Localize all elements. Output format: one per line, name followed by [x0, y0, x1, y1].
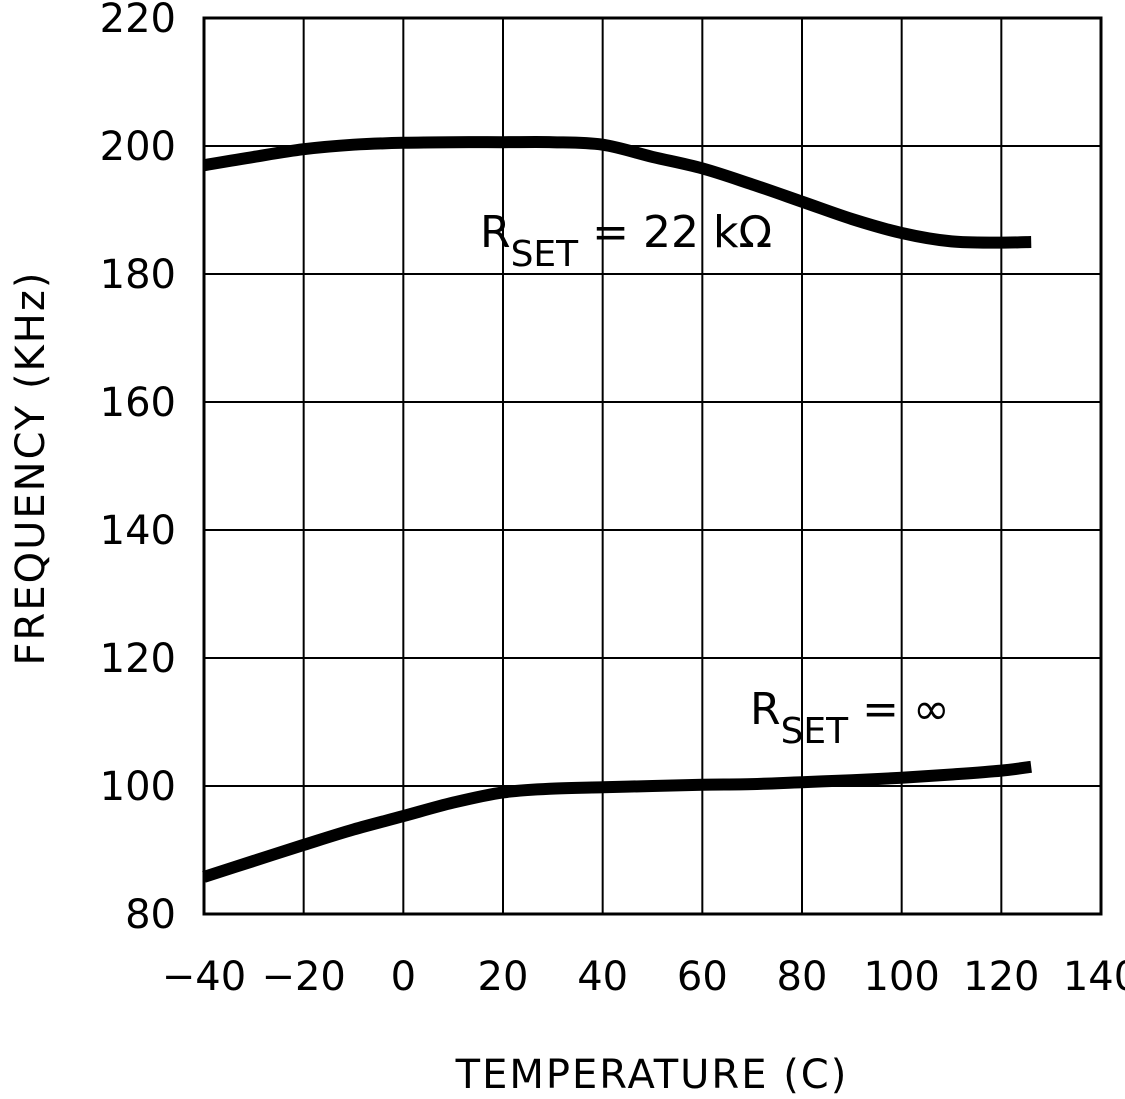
x-axis-title: TEMPERATURE (C) — [455, 1052, 849, 1098]
x-tick-label: 40 — [577, 954, 628, 1000]
series-label-rset-22k-main: R — [480, 207, 511, 258]
x-tick-label: 20 — [478, 954, 529, 1000]
x-tick-label: 120 — [963, 954, 1039, 1000]
x-tick-label: 0 — [391, 954, 416, 1000]
y-tick-label: 200 — [100, 124, 176, 170]
tick-labels: −40 −20 0 20 40 60 80 100 120 140 80 100 120 140 160 18… — [100, 0, 1125, 1000]
y-tick-label: 180 — [100, 252, 176, 298]
y-tick-label: 160 — [100, 380, 176, 426]
y-tick-label: 80 — [125, 892, 176, 938]
x-tick-label: 60 — [677, 954, 728, 1000]
y-axis-title: FREQUENCY (KHz) — [8, 271, 54, 666]
series-line-0 — [203, 135, 1032, 249]
y-tick-label: 140 — [100, 508, 176, 554]
series-lines — [202, 135, 1032, 883]
x-tick-label: −20 — [261, 954, 345, 1000]
y-tick-label: 100 — [100, 764, 176, 810]
x-tick-label: −40 — [162, 954, 246, 1000]
x-tick-label: 140 — [1063, 954, 1125, 1000]
series-line-1 — [202, 760, 1032, 883]
x-tick-label: 80 — [777, 954, 828, 1000]
series-label-rset-inf-rest: = ∞ — [848, 684, 950, 735]
series-label-rset-inf-sub: SET — [781, 711, 850, 752]
y-tick-label: 120 — [100, 636, 176, 682]
series-label-rset-inf: RSET = ∞ — [750, 684, 950, 752]
y-tick-label: 220 — [100, 0, 176, 42]
series-label-rset-22k: RSET = 22 kΩ — [480, 207, 772, 275]
plot-frame — [202, 16, 1103, 916]
series-label-rset-22k-rest: = 22 kΩ — [578, 207, 772, 258]
grid — [204, 18, 1101, 914]
x-tick-label: 100 — [863, 954, 939, 1000]
series-label-rset-inf-main: R — [750, 684, 781, 735]
series-label-rset-22k-sub: SET — [511, 234, 580, 275]
